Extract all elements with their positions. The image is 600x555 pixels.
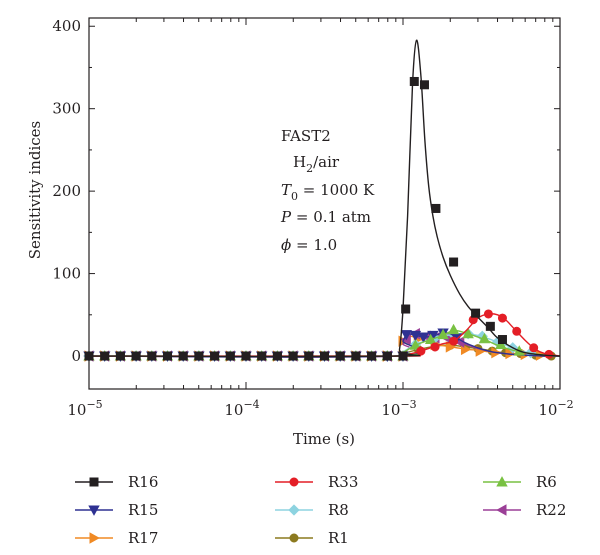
- data-point: [288, 351, 298, 361]
- legend-item-r22: R22: [483, 501, 566, 519]
- data-point: [485, 321, 495, 331]
- legend-label: R17: [128, 529, 158, 547]
- legend-label: R33: [328, 473, 358, 491]
- x-tick-label: 10−5: [67, 398, 102, 419]
- series-line: [88, 39, 561, 358]
- annotation-mixture: H2/air: [293, 153, 340, 175]
- x-tick-label: 10−3: [381, 398, 416, 419]
- data-point: [424, 333, 437, 345]
- data-point: [409, 330, 422, 342]
- legend-marker: [289, 477, 299, 487]
- data-point: [497, 313, 507, 323]
- data-point: [462, 327, 474, 339]
- data-point: [471, 308, 481, 318]
- legend-marker: [496, 476, 508, 487]
- legend-marker: [89, 532, 100, 544]
- data-point: [131, 351, 141, 361]
- x-axis-label: Time (s): [293, 430, 355, 448]
- data-point: [497, 335, 507, 345]
- data-point: [419, 80, 429, 90]
- data-point: [544, 349, 554, 359]
- data-point: [416, 346, 426, 356]
- x-tick-label: 10−4: [224, 398, 259, 419]
- data-point: [225, 351, 235, 361]
- legend-label: R1: [328, 529, 349, 547]
- legend-item-r17: R17: [75, 529, 158, 547]
- legend-label: R16: [128, 473, 158, 491]
- legend-label: R8: [328, 501, 349, 519]
- data-point: [178, 351, 188, 361]
- data-point: [437, 328, 449, 340]
- axis-ticks: [88, 18, 561, 389]
- tick-labels: 0 100 200 300 400 10−5 10−4 10−3 10−2: [52, 17, 573, 419]
- legend-item-r1: R1: [275, 529, 349, 547]
- data-point: [257, 351, 267, 361]
- legend-marker: [289, 533, 299, 543]
- y-tick-label: 100: [52, 265, 81, 283]
- data-point: [478, 332, 491, 344]
- data-point: [449, 336, 459, 346]
- data-point: [367, 351, 377, 361]
- annotation-equivalence-ratio: ϕ = 1.0: [281, 236, 337, 254]
- data-point: [409, 76, 419, 86]
- legend-item-r16: R16: [75, 473, 158, 491]
- legend-marker: [288, 504, 300, 516]
- legend: R16 R15 R17 R33 R8 R1 R6 R22: [75, 473, 566, 547]
- y-tick-label: 300: [52, 100, 81, 118]
- data-point: [447, 323, 460, 335]
- legend-item-r6: R6: [483, 473, 557, 491]
- data-point: [483, 309, 493, 319]
- legend-label: R15: [128, 501, 158, 519]
- legend-item-r33: R33: [275, 473, 358, 491]
- y-tick-label: 400: [52, 17, 81, 35]
- annotation-pressure: P = 0.1 atm: [280, 208, 371, 226]
- data-point: [431, 203, 441, 213]
- plot-frame: [88, 17, 561, 390]
- data-point: [115, 351, 125, 361]
- data-point: [401, 304, 411, 314]
- data-point: [529, 343, 539, 353]
- series-r16: [84, 39, 561, 361]
- y-tick-label: 200: [52, 182, 81, 200]
- annotation-model: FAST2: [281, 127, 331, 145]
- data-point: [241, 351, 251, 361]
- legend-marker: [496, 504, 507, 516]
- data-point: [417, 332, 430, 343]
- data-point: [100, 351, 110, 361]
- data-point: [382, 351, 392, 361]
- data-point: [398, 351, 408, 361]
- legend-marker: [89, 477, 99, 487]
- data-point: [147, 351, 157, 361]
- data-point: [449, 257, 459, 267]
- x-tick-label: 10−2: [538, 398, 573, 419]
- legend-label: R6: [536, 473, 557, 491]
- data-point: [304, 351, 314, 361]
- data-point: [210, 351, 220, 361]
- data-point: [319, 351, 329, 361]
- legend-item-r8: R8: [275, 501, 349, 519]
- data-point: [430, 342, 440, 352]
- legend-item-r15: R15: [75, 501, 158, 519]
- data-point: [272, 351, 282, 361]
- y-tick-label: 0: [71, 347, 81, 365]
- legend-marker: [88, 505, 100, 516]
- legend-label: R22: [536, 501, 566, 519]
- series-layer: [83, 39, 561, 362]
- data-point: [163, 351, 173, 361]
- annotation-temperature: T0 = 1000 K: [281, 181, 375, 203]
- y-axis-label: Sensitivity indices: [26, 121, 44, 260]
- annotation: FAST2 H2/air T0 = 1000 K P = 0.1 atm ϕ =…: [280, 127, 375, 254]
- data-point: [409, 339, 422, 350]
- data-point: [400, 330, 413, 341]
- data-point: [335, 351, 345, 361]
- data-point: [194, 351, 204, 361]
- data-point: [351, 351, 361, 361]
- data-point: [512, 326, 522, 336]
